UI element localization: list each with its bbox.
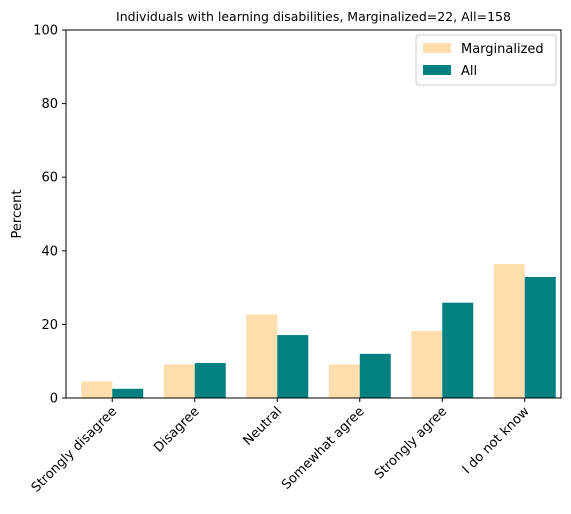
legend-swatch <box>423 65 451 75</box>
legend-label: All <box>461 64 477 79</box>
y-tick-label: 100 <box>33 24 58 39</box>
bar-marginalized <box>411 331 442 398</box>
y-tick-label: 60 <box>41 171 58 186</box>
bar-all <box>277 335 308 398</box>
legend: Marginalized All <box>416 35 556 85</box>
legend-label: Marginalized <box>461 42 544 57</box>
bar-all <box>195 363 226 398</box>
y-axis-label: Percent <box>10 190 25 239</box>
bar-all <box>360 354 391 398</box>
y-tick-label: 80 <box>41 97 58 112</box>
y-tick-label: 20 <box>41 318 58 333</box>
chart-title: Individuals with learning disabilities, … <box>116 9 511 24</box>
bar-all <box>525 277 556 398</box>
legend-swatch <box>423 43 451 53</box>
bar-marginalized <box>494 264 525 398</box>
bar-marginalized <box>81 381 112 398</box>
bar-marginalized <box>164 365 195 398</box>
bar-marginalized <box>329 365 360 398</box>
y-tick-label: 0 <box>50 392 58 407</box>
bar-all <box>442 303 473 398</box>
y-tick-label: 40 <box>41 244 58 259</box>
bar-marginalized <box>246 314 277 398</box>
bar-all <box>112 389 143 398</box>
